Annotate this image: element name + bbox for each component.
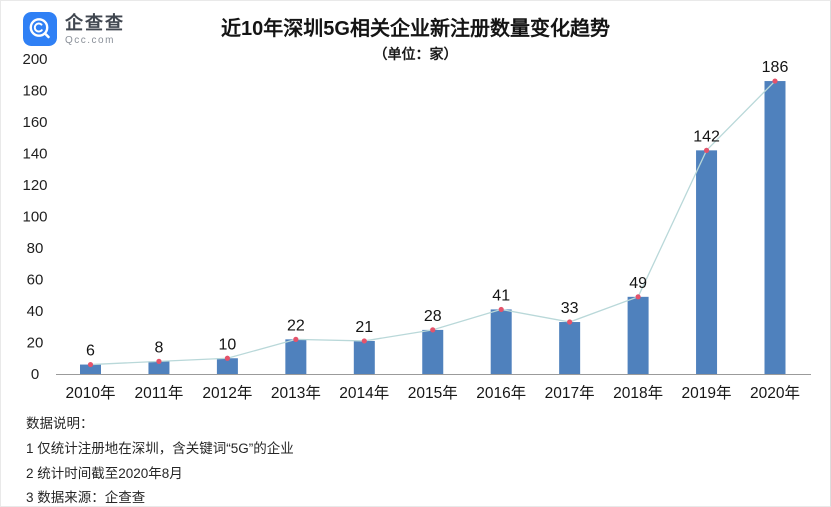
y-axis-tick-label: 0	[31, 366, 39, 383]
x-axis-tick-label: 2013年	[271, 384, 321, 402]
x-axis-tick-label: 2019年	[682, 384, 732, 402]
title-block: 近10年深圳5G相关企业新注册数量变化趋势 （单位：家）	[1, 18, 830, 64]
data-note: 3 数据来源：企查查	[26, 490, 146, 506]
bar-2018年	[627, 296, 649, 374]
qcc-logo: 企查查 Qcc.com	[23, 12, 125, 46]
data-point-marker	[156, 358, 162, 364]
data-point-marker	[293, 336, 299, 342]
data-point-marker	[703, 147, 710, 153]
y-axis-tick-label: 20	[27, 335, 44, 352]
data-note: 2 统计时间截至2020年8月	[26, 465, 183, 481]
bar-2019年	[696, 150, 718, 374]
bar-2015年	[422, 329, 444, 374]
chart-title: 近10年深圳5G相关企业新注册数量变化趋势	[221, 18, 610, 40]
x-axis-tick-label: 2016年	[476, 384, 526, 402]
data-point-marker	[772, 78, 778, 84]
qcc-logo-name: 企查查	[65, 13, 125, 33]
y-axis-tick-label: 100	[22, 209, 47, 226]
value-label: 8	[154, 339, 163, 356]
value-label: 10	[219, 336, 237, 353]
value-label: 41	[492, 287, 510, 304]
bar-2014年	[353, 340, 375, 374]
x-axis-tick-label: 2012年	[202, 384, 252, 402]
value-label: 33	[561, 300, 579, 317]
bar-2012年	[216, 358, 238, 374]
x-axis-tick-label: 2011年	[135, 384, 184, 402]
x-axis-tick-label: 2018年	[613, 384, 663, 402]
y-axis-tick-label: 200	[22, 51, 47, 68]
data-point-marker	[224, 355, 230, 361]
data-notes-heading: 数据说明：	[26, 416, 94, 431]
qcc-logo-text: 企查查 Qcc.com	[65, 12, 125, 46]
value-label: 28	[424, 308, 442, 325]
bar-2017年	[559, 322, 581, 374]
x-axis-tick-label: 2020年	[750, 384, 800, 402]
qcc-logo-domain: Qcc.com	[65, 35, 115, 46]
bar-2010年	[80, 364, 101, 374]
y-axis-tick-label: 120	[22, 177, 47, 194]
bar-2016年	[490, 309, 512, 374]
y-axis-tick-label: 160	[22, 114, 47, 131]
y-axis-tick-label: 40	[27, 303, 44, 320]
y-axis-tick-label: 180	[22, 83, 47, 100]
y-axis-tick-label: 80	[27, 240, 44, 257]
data-point-marker	[567, 319, 573, 325]
x-axis-tick-label: 2014年	[339, 384, 389, 402]
x-axis-tick-label: 2010年	[66, 384, 116, 402]
data-point-marker	[498, 306, 504, 313]
x-axis-tick-label: 2015年	[408, 384, 458, 402]
data-note: 1 仅统计注册地在深圳，含关键词“5G”的企业	[26, 440, 294, 456]
y-axis-tick-label: 60	[27, 272, 44, 289]
value-label: 22	[287, 317, 305, 334]
value-label: 49	[629, 275, 647, 292]
value-label: 6	[86, 343, 95, 360]
data-point-marker	[87, 361, 94, 368]
chart-subtitle: （单位：家）	[373, 46, 458, 62]
data-point-marker	[430, 327, 436, 333]
value-label: 186	[762, 59, 789, 76]
value-label: 142	[693, 128, 720, 145]
bar-2013年	[285, 339, 307, 374]
data-notes: 数据说明： 1 仅统计注册地在深圳，含关键词“5G”的企业 2 统计时间截至20…	[26, 412, 294, 506]
value-label: 21	[355, 319, 373, 336]
bar-2020年	[764, 81, 786, 375]
x-axis-tick-label: 2017年	[545, 384, 595, 402]
qcc-logo-icon	[23, 12, 57, 46]
y-axis-tick-label: 140	[22, 146, 47, 163]
data-point-marker	[361, 338, 367, 344]
data-point-marker	[635, 294, 641, 300]
bar-2011年	[148, 361, 170, 374]
